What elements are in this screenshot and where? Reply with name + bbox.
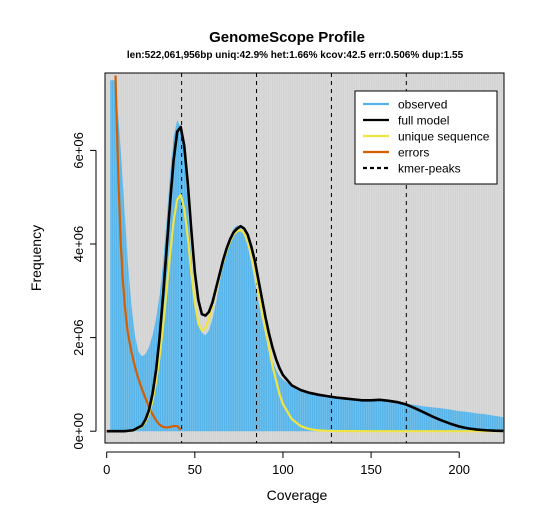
observed-histogram [110,80,504,432]
y-tick-label: 6e+06 [71,132,86,169]
y-tick-label: 2e+06 [71,319,86,356]
x-tick-label: 100 [272,462,294,477]
y-axis: 0e+00 2e+06 4e+06 6e+06 [71,132,97,450]
y-axis-label: Frequency [28,225,44,291]
x-axis-label: Coverage [267,487,328,503]
y-tick-label: 4e+06 [71,226,86,263]
x-axis: 0 50 100 150 200 [103,451,470,477]
chart-title: GenomeScope Profile [209,29,365,46]
legend-label-1: observed [398,98,447,112]
errors-curve [114,75,182,431]
panel-border [104,72,505,444]
y-tick-label: 0e+00 [71,413,86,450]
x-tick-label: 150 [360,462,382,477]
chart-subtitle: len:522,061,956bp uniq:42.9% het:1.66% k… [127,50,464,61]
legend-label-5: kmer-peaks [398,162,461,176]
legend: observed full model unique sequence errors k… [354,90,498,185]
legend-label-2: full model [398,114,449,128]
legend-label-3: unique sequence [398,130,490,144]
full-model-curve [106,125,504,433]
x-tick-label: 0 [103,462,110,477]
x-tick-label: 50 [188,462,202,477]
x-tick-label: 200 [448,462,470,477]
legend-label-4: errors [398,146,429,160]
